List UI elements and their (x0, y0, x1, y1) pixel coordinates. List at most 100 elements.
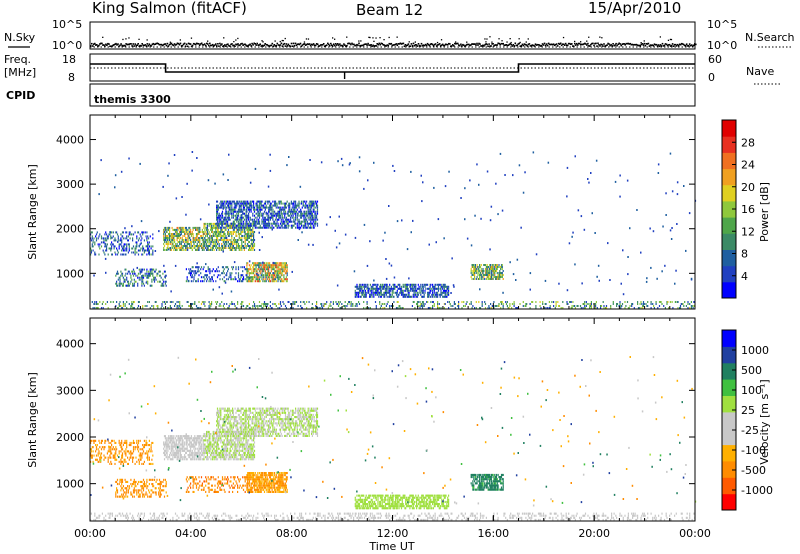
scatter-cell (251, 218, 253, 221)
scatter-cell (281, 222, 283, 225)
scatter-cell (206, 245, 208, 247)
scatter-cell (168, 233, 170, 235)
scatter-cell (143, 284, 145, 287)
scatter-cell (233, 222, 235, 225)
nsky-point (354, 44, 356, 47)
scatter-cell (469, 303, 471, 305)
nsky-point (386, 44, 388, 46)
scatter-cell (120, 282, 122, 285)
scatter-cell (234, 278, 236, 281)
scatter-cell (583, 228, 586, 231)
scatter-cell (136, 237, 138, 240)
scatter-cell (213, 235, 215, 237)
scatter-cell (201, 228, 203, 231)
scatter-cell (220, 200, 222, 203)
scatter-cell (300, 224, 303, 227)
scatter-cell (116, 284, 119, 287)
scatter-cell (153, 280, 156, 283)
scatter-cell (240, 216, 242, 219)
scatter-cell (402, 283, 404, 286)
nsky-point (171, 44, 174, 46)
scatter-cell (183, 231, 185, 233)
scatter-cell (499, 274, 501, 276)
scatter-cell (242, 210, 244, 213)
scatter-cell (180, 233, 182, 235)
scatter-cell (206, 245, 208, 247)
scatter-cell (142, 276, 144, 279)
scatter-cell (595, 159, 598, 162)
scatter-cell (279, 208, 281, 211)
scatter-cell (270, 202, 272, 205)
scatter-cell (488, 305, 490, 307)
scatter-cell (481, 272, 483, 274)
scatter-cell (590, 303, 592, 305)
scatter-cell (237, 202, 239, 205)
scatter-cell (122, 237, 124, 240)
scatter-cell (228, 243, 230, 245)
scatter-cell (212, 268, 214, 271)
scatter-cell (245, 228, 247, 231)
scatter-cell (248, 272, 250, 275)
scatter-cell (185, 228, 187, 231)
nsky-point (423, 44, 426, 47)
scatter-cell (566, 289, 569, 292)
scatter-cell (260, 212, 262, 215)
scatter-cell (416, 287, 419, 290)
nsky-point (272, 45, 275, 48)
scatter-cell (247, 231, 249, 233)
scatter-cell (224, 247, 226, 249)
scatter-cell (288, 206, 290, 209)
scatter-cell (436, 291, 438, 294)
scatter-cell (382, 293, 384, 296)
scatter-cell (645, 280, 648, 283)
scatter-cell (386, 295, 388, 298)
scatter-cell (298, 200, 300, 203)
scatter-cell (284, 262, 286, 265)
scatter-cell (243, 266, 245, 269)
nsky-point (182, 43, 185, 45)
scatter-cell (176, 233, 178, 235)
scatter-cell (169, 235, 171, 237)
scatter-cell (490, 276, 492, 278)
scatter-cell (152, 272, 154, 275)
scatter-cell (221, 224, 224, 227)
scatter-cell (203, 245, 205, 247)
scatter-cell (313, 202, 315, 205)
scatter-cell (191, 307, 193, 309)
scatter-cell (280, 212, 282, 215)
scatter-cell (574, 305, 576, 307)
nsky-point (359, 44, 361, 47)
scatter-cell (222, 233, 224, 235)
scatter-cell (274, 220, 276, 223)
scatter-cell (147, 247, 149, 250)
scatter-cell (363, 187, 365, 190)
scatter-cell (186, 231, 188, 233)
scatter-cell (150, 253, 152, 256)
scatter-cell (258, 204, 261, 207)
scatter-cell (376, 289, 378, 292)
scatter-cell (190, 233, 192, 235)
scatter-cell (375, 305, 377, 307)
scatter-cell (274, 278, 276, 281)
scatter-cell (248, 249, 250, 251)
scatter-cell (405, 287, 407, 290)
scatter-cell (374, 287, 376, 290)
nsky-point (226, 43, 228, 46)
scatter-cell (266, 266, 268, 269)
scatter-cell (334, 229, 336, 232)
scatter-cell (232, 216, 234, 219)
scatter-cell (140, 220, 143, 223)
scatter-cell (286, 268, 288, 271)
scatter-cell (265, 280, 267, 283)
scatter-cell (405, 283, 408, 286)
scatter-cell (246, 268, 248, 271)
scatter-cell (489, 248, 491, 251)
scatter-cell (383, 285, 385, 288)
scatter-cell (258, 208, 261, 211)
scatter-cell (216, 249, 218, 251)
scatter-cell (128, 231, 130, 234)
scatter-cell (220, 233, 222, 235)
scatter-cell (233, 237, 235, 239)
scatter-cell (369, 293, 371, 296)
scatter-cell (180, 247, 182, 249)
